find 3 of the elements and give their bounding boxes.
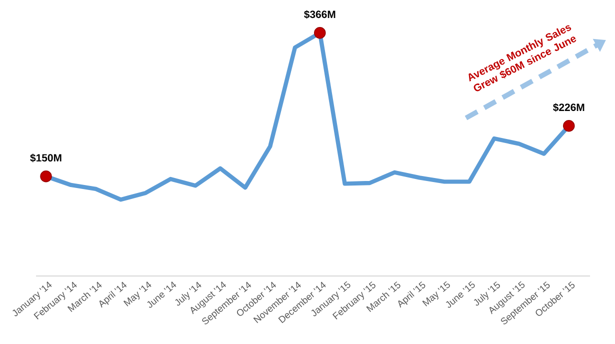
data-label: $366M <box>304 10 336 19</box>
data-label: $150M <box>30 154 62 162</box>
data-label: $226M <box>553 103 584 112</box>
